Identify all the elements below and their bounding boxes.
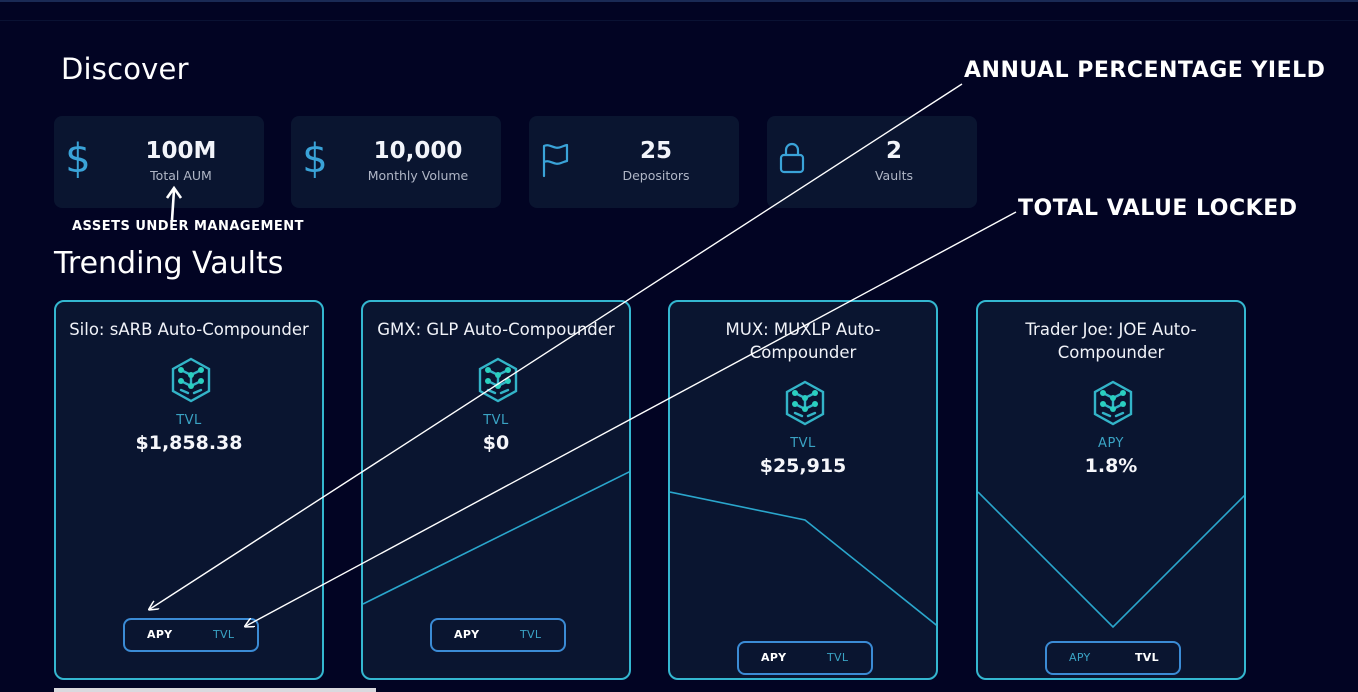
vault-metric-value: $0: [482, 432, 510, 454]
vault-logo-icon: [1093, 380, 1133, 426]
dollar-icon: $: [302, 138, 327, 180]
stat-label: Depositors: [622, 168, 690, 183]
vault-metric-toggle[interactable]: APY TVL: [430, 618, 566, 652]
lock-icon: [779, 142, 805, 174]
vault-metric-value: $25,915: [759, 455, 847, 477]
stat-total-aum: $ 100M Total AUM: [54, 116, 264, 208]
page-title: Discover: [61, 52, 189, 86]
vault-title: GMX: GLP Auto-Compounder: [377, 320, 615, 339]
vault-title: Trader Joe: JOE Auto-Compounder: [1025, 320, 1197, 362]
vault-metric-label: TVL: [483, 413, 509, 428]
stat-label: Monthly Volume: [367, 168, 469, 183]
stat-label: Total AUM: [150, 168, 212, 183]
chart-line: [670, 491, 936, 626]
header-divider: [0, 20, 1358, 21]
vault-metric-value: $1,858.38: [135, 432, 243, 454]
stat-label: Vaults: [874, 168, 914, 183]
vault-logo-icon: [171, 357, 211, 403]
vault-title: Silo: sARB Auto-Compounder: [69, 320, 309, 339]
stat-monthly-volume: $ 10,000 Monthly Volume: [291, 116, 501, 208]
scroll-indicator: [54, 688, 376, 692]
chart-line: [978, 491, 1244, 629]
vault-metric-toggle[interactable]: APY TVL: [123, 618, 259, 652]
vault-card-mux[interactable]: MUX: MUXLP Auto-Compounder TVL $25,915 A…: [668, 300, 938, 680]
section-title: Trending Vaults: [54, 246, 284, 281]
top-border: [0, 0, 1358, 2]
annotation-aum-label: ASSETS UNDER MANAGEMENT: [72, 219, 305, 234]
vault-metric-value: 1.8%: [1084, 455, 1138, 477]
annotation-apy-label: ANNUAL PERCENTAGE YIELD: [964, 58, 1326, 83]
toggle-tvl-option[interactable]: TVL: [827, 651, 849, 664]
vault-metric-toggle[interactable]: APY TVL: [737, 641, 873, 675]
toggle-apy-option[interactable]: APY: [454, 628, 480, 641]
vault-metric-label: APY: [1098, 436, 1124, 451]
stat-value: 10,000: [373, 138, 463, 164]
vault-chart: [978, 491, 1244, 629]
flag-icon: [542, 143, 569, 178]
annotation-tvl-label: TOTAL VALUE LOCKED: [1018, 196, 1298, 221]
stat-value: 100M: [145, 138, 217, 164]
toggle-apy-option[interactable]: APY: [147, 628, 173, 641]
vault-card-silo[interactable]: Silo: sARB Auto-Compounder TVL $1,858.38…: [54, 300, 324, 680]
dollar-icon: $: [65, 138, 90, 180]
toggle-apy-option[interactable]: APY: [761, 651, 787, 664]
vault-metric-toggle[interactable]: APY TVL: [1045, 641, 1181, 675]
stat-value: 2: [885, 138, 902, 164]
vault-metric-label: TVL: [790, 436, 816, 451]
vault-logo-icon: [478, 357, 518, 403]
vault-logo-icon: [785, 380, 825, 426]
vault-card-trader-joe[interactable]: Trader Joe: JOE Auto-Compounder APY 1.8%…: [976, 300, 1246, 680]
chart-line: [363, 471, 629, 605]
toggle-tvl-option[interactable]: TVL: [213, 628, 235, 641]
svg-text:$: $: [65, 138, 90, 180]
toggle-tvl-option[interactable]: TVL: [1135, 651, 1159, 664]
toggle-apy-option[interactable]: APY: [1069, 651, 1091, 664]
toggle-tvl-option[interactable]: TVL: [520, 628, 542, 641]
vault-metric-label: TVL: [176, 413, 202, 428]
svg-text:$: $: [302, 138, 327, 180]
stat-value: 25: [639, 138, 672, 164]
stat-depositors: 25 Depositors: [529, 116, 739, 208]
vault-card-gmx[interactable]: GMX: GLP Auto-Compounder TVL $0 APY TVL: [361, 300, 631, 680]
stat-vaults: 2 Vaults: [767, 116, 977, 208]
vault-title: MUX: MUXLP Auto-Compounder: [725, 320, 881, 362]
